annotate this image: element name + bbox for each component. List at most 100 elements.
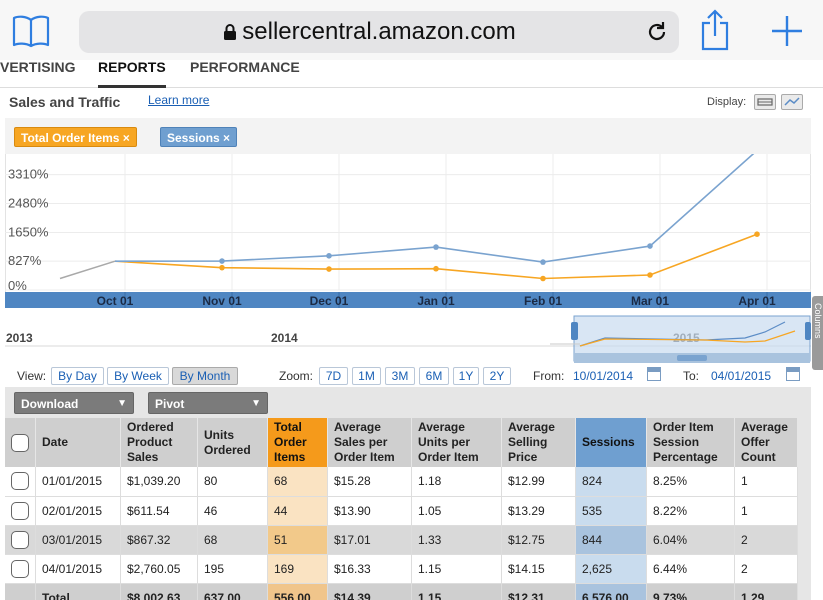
tab-reports[interactable]: REPORTS <box>98 60 166 88</box>
to-label: To: <box>683 369 700 383</box>
view-by-week-button[interactable]: By Week <box>107 367 169 385</box>
zoom-3m-button[interactable]: 3M <box>385 367 415 385</box>
col-avg-units-per-item[interactable]: Average Units per Order Item <box>411 418 502 467</box>
columns-side-tab[interactable]: Columns <box>812 296 823 370</box>
navigator-handle-left <box>571 322 578 340</box>
series-point-sessions <box>433 244 439 250</box>
table-row[interactable]: 02/01/2015 $611.54 46 44 $13.90 1.05 $13… <box>5 496 798 526</box>
cell-sessions: 2,625 <box>575 554 647 584</box>
cell-sales: $611.54 <box>120 496 198 526</box>
col-ordered-product-sales[interactable]: Ordered Product Sales <box>120 418 198 467</box>
cell-offers: 1 <box>734 496 798 526</box>
cell-sales: $1,039.20 <box>120 467 198 497</box>
reload-icon[interactable] <box>645 20 669 44</box>
tab-advertising[interactable]: VERTISING <box>0 59 76 75</box>
row-checkbox-cell[interactable] <box>5 525 36 555</box>
legend-sessions[interactable]: Sessions × <box>160 127 238 147</box>
legend-total-order-items[interactable]: Total Order Items × <box>14 127 137 147</box>
col-order-item-session-pct[interactable]: Order Item Session Percentage <box>646 418 735 467</box>
series-point-total-order-items <box>754 231 760 238</box>
series-line-total-order-items <box>114 233 758 280</box>
cell-avg-sales: $16.33 <box>327 554 412 584</box>
learn-more-link[interactable]: Learn more <box>148 93 210 107</box>
table-row[interactable]: 01/01/2015 $1,039.20 80 68 $15.28 1.18 $… <box>5 467 798 497</box>
pivot-dropdown[interactable]: Pivot ▼ <box>148 392 268 414</box>
row-checkbox-cell[interactable] <box>5 467 36 497</box>
url-text: sellercentral.amazon.com <box>242 18 516 45</box>
total-offers: 1.29 <box>734 583 798 600</box>
cell-sales: $867.32 <box>120 525 198 555</box>
address-bar[interactable]: sellercentral.amazon.com <box>79 11 679 53</box>
to-calendar-icon[interactable] <box>786 367 800 381</box>
select-all-checkbox-cell[interactable] <box>5 418 36 467</box>
row-checkbox-cell[interactable] <box>5 554 36 584</box>
cell-price: $12.99 <box>501 467 576 497</box>
series-lead-in-line <box>59 260 116 280</box>
tab-performance[interactable]: PERFORMANCE <box>190 59 300 75</box>
col-sessions[interactable]: Sessions <box>575 418 647 467</box>
cell-pct: 8.22% <box>646 496 735 526</box>
chart-view-button[interactable] <box>781 94 803 110</box>
chart-legend-bar <box>5 118 811 154</box>
cell-sessions: 824 <box>575 467 647 497</box>
col-date[interactable]: Date <box>35 418 121 467</box>
from-calendar-icon[interactable] <box>647 367 661 381</box>
col-avg-offer-count[interactable]: Average Offer Count <box>734 418 798 467</box>
col-total-order-items[interactable]: Total Order Items <box>267 418 328 467</box>
bookmarks-icon[interactable] <box>12 14 50 48</box>
table-row[interactable]: 04/01/2015 $2,760.05 195 169 $16.33 1.15… <box>5 554 798 584</box>
cell-sessions: 844 <box>575 525 647 555</box>
from-date-input[interactable]: 10/01/2014 <box>573 369 634 383</box>
chevron-down-icon: ▼ <box>251 398 261 409</box>
cell-items: 68 <box>267 467 328 497</box>
zoom-6m-button[interactable]: 6M <box>419 367 449 385</box>
cell-date: 02/01/2015 <box>35 496 121 526</box>
zoom-2y-button[interactable]: 2Y <box>483 367 511 385</box>
cell-avg-units: 1.18 <box>411 467 502 497</box>
row-checkbox[interactable] <box>11 559 29 578</box>
view-label: View: <box>17 369 47 383</box>
cell-avg-units: 1.15 <box>411 554 502 584</box>
row-checkbox[interactable] <box>11 530 29 549</box>
to-date-input[interactable]: 04/01/2015 <box>711 369 772 383</box>
x-tick-label: Oct 01 <box>97 294 134 308</box>
navigator-year-label: 2014 <box>271 331 298 345</box>
zoom-7d-button[interactable]: 7D <box>319 367 348 385</box>
col-avg-selling-price[interactable]: Average Selling Price <box>501 418 576 467</box>
total-sessions: 6,576.00 <box>575 583 647 600</box>
table-header-row: Date Ordered Product Sales Units Ordered… <box>5 418 798 467</box>
x-tick-label: Dec 01 <box>310 294 349 308</box>
col-avg-sales-per-item[interactable]: Average Sales per Order Item <box>327 418 412 467</box>
y-tick-label: 2480% <box>8 196 49 211</box>
cell-units: 195 <box>197 554 268 584</box>
section-title: Sales and Traffic <box>9 94 121 110</box>
cell-units: 46 <box>197 496 268 526</box>
row-checkbox-cell[interactable] <box>5 496 36 526</box>
zoom-label: Zoom: <box>279 369 314 383</box>
cell-sessions: 535 <box>575 496 647 526</box>
zoom-1m-button[interactable]: 1M <box>352 367 381 385</box>
total-spacer <box>5 583 36 600</box>
cell-pct: 6.04% <box>646 525 735 555</box>
new-tab-icon[interactable] <box>770 14 804 48</box>
table-view-button[interactable] <box>754 94 776 110</box>
view-by-day-button[interactable]: By Day <box>51 367 104 385</box>
zoom-1y-button[interactable]: 1Y <box>453 367 479 385</box>
share-icon[interactable] <box>700 9 730 51</box>
x-tick-label: Mar 01 <box>631 294 669 308</box>
view-by-month-button[interactable]: By Month <box>172 367 238 385</box>
cell-avg-units: 1.33 <box>411 525 502 555</box>
table-row[interactable]: 03/01/2015 $867.32 68 51 $17.01 1.33 $12… <box>5 525 798 555</box>
download-dropdown[interactable]: Download ▼ <box>14 392 134 414</box>
col-units-ordered[interactable]: Units Ordered <box>197 418 268 467</box>
y-tick-label: 827% <box>8 253 42 268</box>
y-tick-label: 0% <box>8 278 27 293</box>
row-checkbox[interactable] <box>11 501 29 520</box>
table-total-row: Total $8,002.63 637.00 556.00 $14.39 1.1… <box>5 583 798 600</box>
total-price: $12.31 <box>501 583 576 600</box>
sales-traffic-chart: 3310% 2480% 1650% 827% 0% Oct 01 Nov 01 Dec 01 J… <box>5 154 811 363</box>
pivot-label: Pivot <box>155 397 185 411</box>
row-checkbox[interactable] <box>11 472 29 491</box>
select-all-checkbox[interactable] <box>11 433 29 452</box>
y-tick-label: 3310% <box>8 167 49 182</box>
